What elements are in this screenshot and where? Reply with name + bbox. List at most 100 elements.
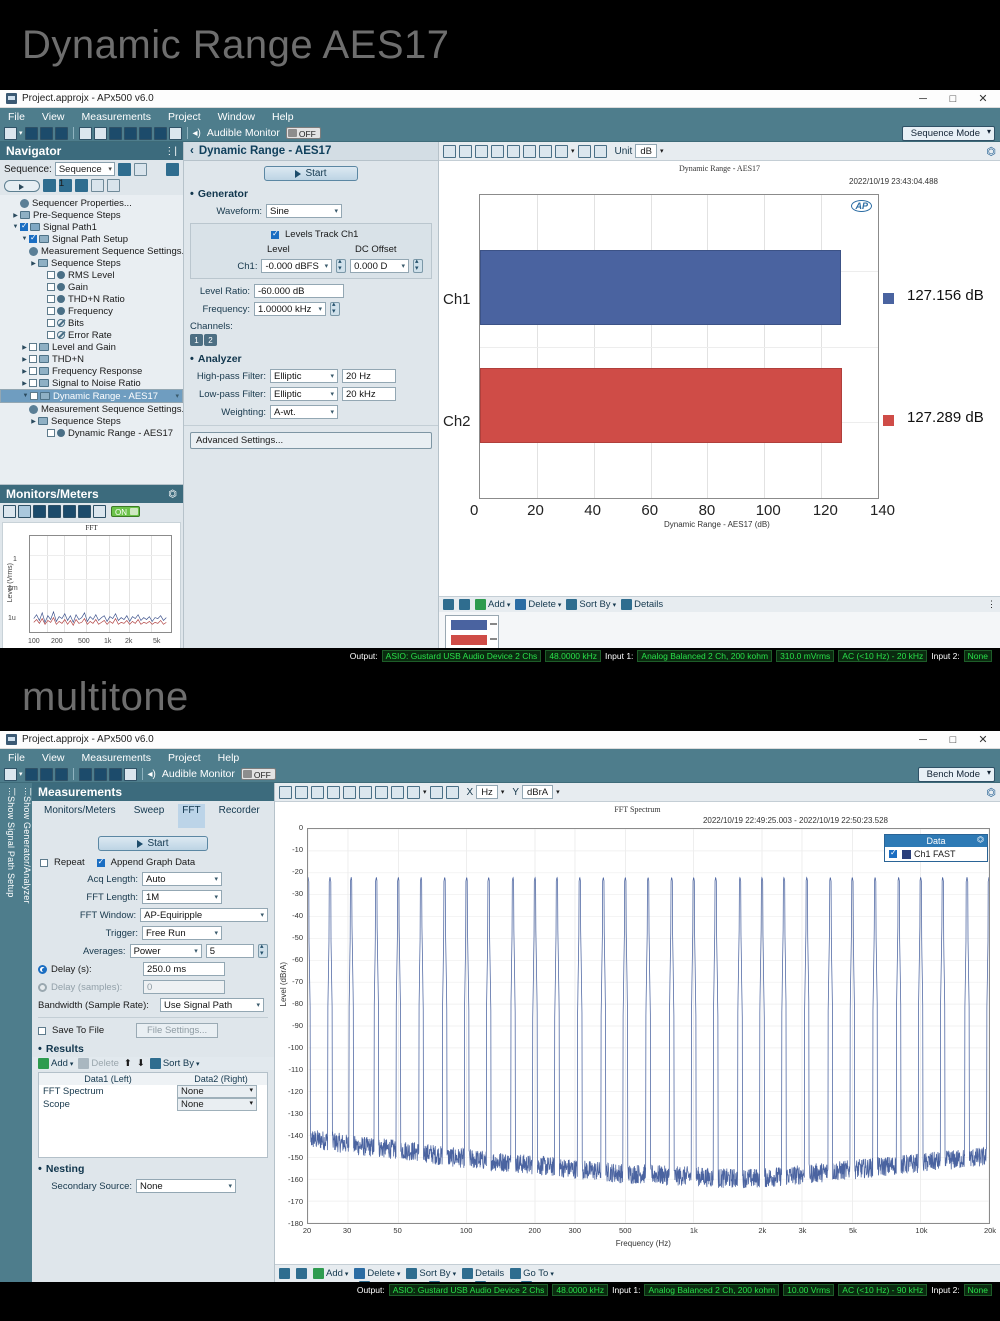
- new-file-icon[interactable]: [4, 126, 17, 140]
- input1-range-2[interactable]: 10.00 Vrms: [783, 1283, 835, 1296]
- menu-item-window[interactable]: Window: [217, 110, 255, 123]
- input1-config-2[interactable]: Analog Balanced 2 Ch, 200 kohm: [644, 1283, 780, 1296]
- averages-spinner[interactable]: [258, 942, 268, 958]
- measurement-tabs[interactable]: Monitors/MetersSweepFFTRecorderContinuou…: [32, 801, 391, 831]
- graph-settings-icon[interactable]: [593, 144, 607, 158]
- ch1-dc-offset-spinner[interactable]: [413, 257, 423, 273]
- nav-tree-item[interactable]: ▶ Pre-Sequence Steps: [0, 209, 183, 221]
- monitor-swap-icon[interactable]: [48, 505, 61, 518]
- menu-item-measurements[interactable]: Measurements: [81, 110, 151, 123]
- collapse-all-icon[interactable]: [107, 179, 120, 192]
- input1-bandwidth-2[interactable]: AC (<10 Hz) - 90 kHz: [838, 1283, 928, 1296]
- navigator-tree[interactable]: Sequencer Properties... ▶ Pre-Sequence Ste…: [0, 195, 183, 484]
- graph-export-icon[interactable]: [459, 144, 472, 158]
- save-icon-2[interactable]: [39, 767, 53, 781]
- waveform-icon[interactable]: [78, 126, 92, 140]
- fft-first-result-icon[interactable]: [279, 1268, 290, 1279]
- secondary-source-select[interactable]: None: [136, 1179, 236, 1193]
- graph-table-icon[interactable]: [539, 144, 552, 158]
- graph-print-icon[interactable]: [475, 144, 488, 158]
- tree-checkbox[interactable]: [47, 307, 55, 315]
- level-ratio-input[interactable]: -60.000 dB: [254, 284, 344, 298]
- sequence-settings-icon[interactable]: [117, 162, 131, 176]
- trend-icon[interactable]: [168, 126, 182, 140]
- input2-value[interactable]: None: [963, 649, 992, 662]
- input1-bandwidth[interactable]: AC (<10 Hz) - 20 kHz: [838, 649, 928, 662]
- result-data2-fft-spectrum[interactable]: None: [177, 1085, 257, 1098]
- tree-checkbox[interactable]: [47, 429, 55, 437]
- menu2-item-measurements[interactable]: Measurements: [81, 751, 151, 764]
- start-button[interactable]: Start: [264, 166, 358, 181]
- form-select[interactable]: Power: [129, 944, 202, 958]
- nav-tree-item[interactable]: THD+N Ratio: [0, 293, 183, 305]
- channel-button-1[interactable]: 1: [190, 334, 203, 346]
- tree-checkbox[interactable]: [29, 355, 37, 363]
- ch1-level-spinner[interactable]: [336, 257, 347, 273]
- clock-icon-2[interactable]: [108, 767, 122, 781]
- unit-dropdown-icon[interactable]: ▾: [659, 148, 664, 155]
- hpf-freq-input[interactable]: 20 Hz: [342, 369, 396, 383]
- close-button[interactable]: ✕: [978, 93, 988, 105]
- output-device[interactable]: ASIO: Gustard USB Audio Device 2 Chs: [381, 649, 542, 662]
- new-file-icon-2[interactable]: [4, 767, 17, 781]
- nav-tree-item[interactable]: ▶ THD+N: [0, 353, 183, 365]
- minimize-button-2[interactable]: ─: [919, 733, 927, 746]
- graph-save-icon[interactable]: [443, 144, 456, 158]
- show-signal-path-setup-tab[interactable]: ⋮| Show Signal Path Setup: [0, 783, 16, 1295]
- nav-tree-item[interactable]: ▼ Signal Path1: [0, 221, 183, 233]
- meters-icon-2[interactable]: [93, 767, 107, 781]
- nav-tree-item[interactable]: ▶ Frequency Response: [0, 365, 183, 377]
- nav-tree-item[interactable]: Gain: [0, 281, 183, 293]
- monitor-trend-icon[interactable]: [93, 505, 106, 518]
- result-data2-scope[interactable]: None: [177, 1098, 257, 1111]
- stop-icon[interactable]: [75, 179, 88, 192]
- form-select[interactable]: AP-Equiripple: [140, 908, 268, 922]
- tree-checkbox[interactable]: [29, 233, 37, 243]
- nav-tree-item[interactable]: ▶ Sequence Steps: [0, 415, 183, 427]
- graph-cursor-icon[interactable]: [555, 144, 568, 158]
- frequency-spinner[interactable]: [330, 300, 340, 316]
- maximize-button[interactable]: □: [949, 92, 957, 105]
- run-sequence-button[interactable]: [4, 179, 40, 192]
- clock-icon[interactable]: [153, 126, 167, 140]
- menu-item-view[interactable]: View: [41, 110, 65, 123]
- speaker-icon[interactable]: ◂): [192, 127, 201, 139]
- lpf-select[interactable]: Elliptic: [270, 387, 338, 401]
- menu2-item-view[interactable]: View: [41, 751, 65, 764]
- tree-checkbox[interactable]: [30, 392, 38, 400]
- tree-checkbox[interactable]: [29, 343, 37, 351]
- averages-count-input[interactable]: 5: [205, 944, 254, 958]
- swap-icon-2[interactable]: [78, 767, 92, 781]
- bar-graph-icon[interactable]: [93, 126, 107, 140]
- graph-zoom-icon[interactable]: [491, 144, 504, 158]
- fft-popout-icon[interactable]: ⏣: [986, 786, 996, 799]
- monitor-clock-icon[interactable]: [78, 505, 91, 518]
- nav-tree-item[interactable]: Error Rate: [0, 329, 183, 341]
- fft-delete-button[interactable]: Delete ▾: [354, 1268, 400, 1279]
- swap-icon[interactable]: [123, 126, 137, 140]
- tree-checkbox[interactable]: [29, 367, 37, 375]
- ch1-dc-offset-input[interactable]: 0.000 D: [350, 259, 409, 273]
- minimize-button[interactable]: ─: [919, 92, 927, 105]
- graph-limits-icon[interactable]: [577, 144, 591, 158]
- list-icon[interactable]: [108, 126, 122, 140]
- fft-export-icon[interactable]: [295, 785, 308, 799]
- nav-tree-item[interactable]: ▼ Dynamic Range - AES17: [0, 389, 183, 403]
- nav-tree-item[interactable]: Dynamic Range - AES17: [0, 427, 183, 439]
- tree-checkbox[interactable]: [47, 295, 55, 303]
- graph-popout-icon[interactable]: ⏣: [986, 145, 996, 158]
- append-graph-data-checkbox[interactable]: [96, 857, 105, 867]
- fft-settings-icon[interactable]: [445, 785, 459, 799]
- meters-icon[interactable]: [138, 126, 152, 140]
- legend-item[interactable]: Ch1 FAST: [885, 847, 987, 861]
- move-down-icon[interactable]: ⬇: [136, 1058, 145, 1069]
- tree-expand-arrow-icon[interactable]: ▼: [12, 224, 19, 230]
- nav-tree-item[interactable]: ▶ Level and Gain: [0, 341, 183, 353]
- nav-tree-item[interactable]: Bits: [0, 317, 183, 329]
- table-row[interactable]: FFT Spectrum None: [39, 1085, 267, 1098]
- input1-range[interactable]: 310.0 mVrms: [776, 649, 835, 662]
- sample-rate-2[interactable]: 48.0000 kHz: [552, 1283, 609, 1296]
- fft-last-result-icon[interactable]: [296, 1268, 307, 1279]
- move-up-icon[interactable]: ⬆: [123, 1058, 132, 1069]
- fft-save-icon[interactable]: [279, 785, 292, 799]
